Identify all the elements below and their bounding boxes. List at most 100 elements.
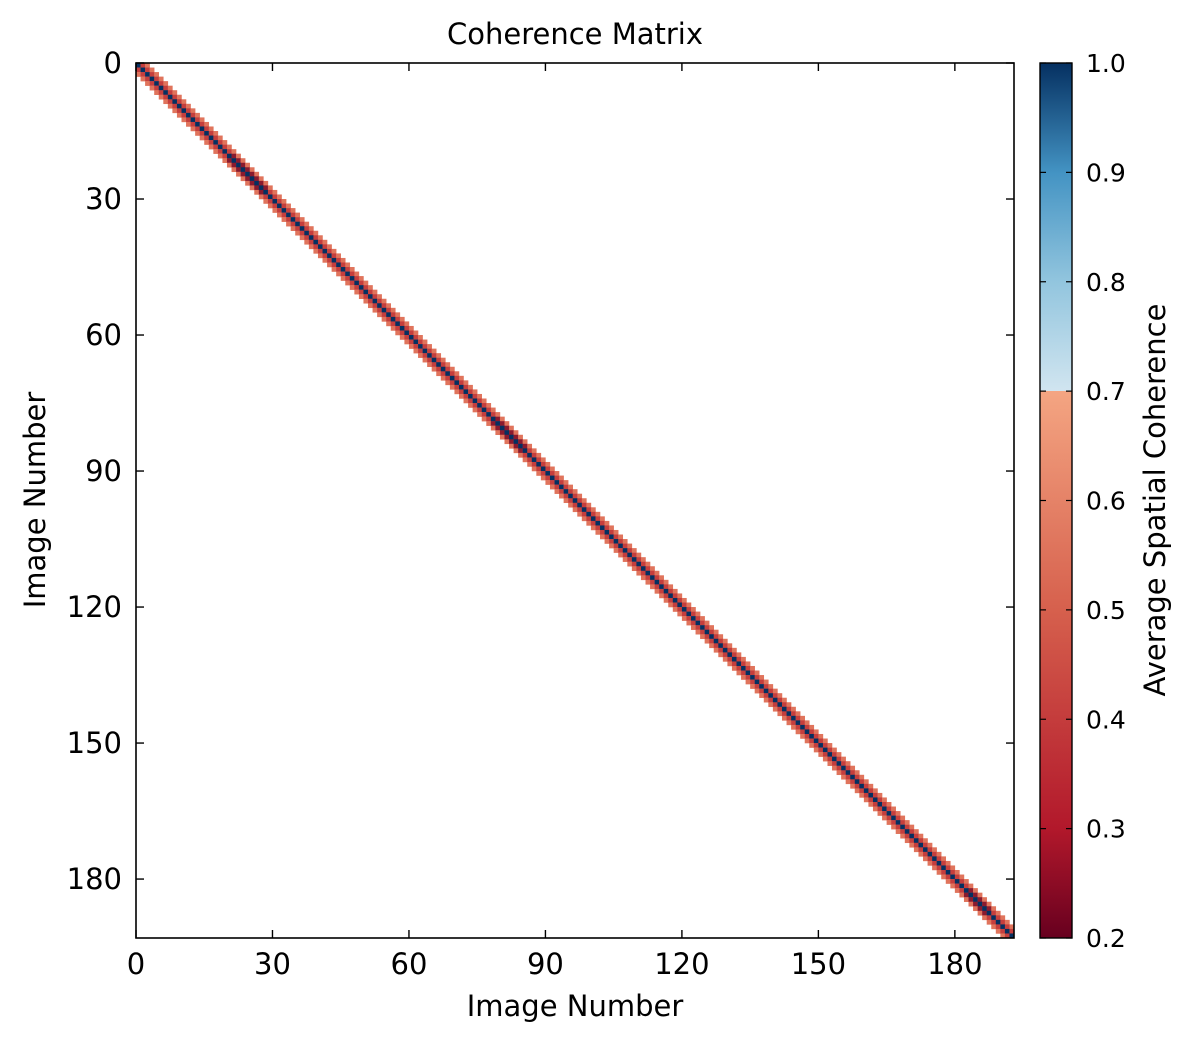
heatmap-cell xyxy=(358,280,364,286)
heatmap-cell xyxy=(363,280,369,286)
heatmap-cell xyxy=(895,815,901,821)
heatmap-cell xyxy=(536,461,542,467)
x-tick-label: 60 xyxy=(391,947,428,981)
heatmap-cell xyxy=(777,706,783,712)
heatmap-cell xyxy=(399,330,405,336)
heatmap-cell xyxy=(190,126,196,132)
heatmap-cell xyxy=(668,593,674,599)
heatmap-cell xyxy=(176,103,182,109)
heatmap-cell xyxy=(804,724,810,730)
heatmap-cell xyxy=(704,634,710,640)
heatmap-cell xyxy=(509,439,514,445)
heatmap-cell xyxy=(654,584,660,590)
heatmap-cell xyxy=(358,276,364,281)
heatmap-cell xyxy=(850,774,856,780)
heatmap-cell xyxy=(286,221,291,227)
heatmap-cell xyxy=(691,625,696,630)
heatmap-cell xyxy=(545,475,551,481)
y-axis-label: Image Number xyxy=(18,392,52,609)
heatmap-cell xyxy=(390,325,396,331)
heatmap-cell xyxy=(604,525,610,531)
heatmap-cell xyxy=(863,783,869,789)
heatmap-cell xyxy=(518,443,523,449)
heatmap-cell xyxy=(163,85,169,91)
heatmap-cell xyxy=(941,856,947,862)
heatmap-cell xyxy=(267,203,273,209)
heatmap-cell xyxy=(331,262,337,268)
heatmap-cell xyxy=(531,448,537,454)
heatmap-cell xyxy=(977,910,983,916)
heatmap-cell xyxy=(167,103,173,109)
heatmap-cell xyxy=(413,335,419,340)
heatmap-cell xyxy=(609,534,614,540)
heatmap-cell xyxy=(600,516,605,522)
heatmap-cell xyxy=(386,312,392,318)
heatmap-cell xyxy=(354,280,360,286)
heatmap-cell xyxy=(718,652,724,658)
heatmap-cell xyxy=(186,103,191,109)
heatmap-cell xyxy=(872,788,878,794)
heatmap-cell xyxy=(631,566,637,572)
heatmap-cell xyxy=(654,575,660,581)
heatmap-cell xyxy=(672,588,678,594)
heatmap-cell xyxy=(545,461,551,467)
heatmap-cell xyxy=(904,829,910,834)
heatmap-cell xyxy=(295,226,301,231)
heatmap-cell xyxy=(809,729,815,735)
heatmap-cell xyxy=(713,643,719,649)
heatmap-cell xyxy=(136,67,141,73)
heatmap-cell xyxy=(982,897,987,902)
heatmap-cell xyxy=(759,675,765,680)
heatmap-cell xyxy=(977,892,983,898)
heatmap-cell xyxy=(436,362,442,367)
heatmap-cell xyxy=(167,94,173,100)
heatmap-cell xyxy=(713,629,719,635)
heatmap-cell xyxy=(604,539,610,544)
heatmap-cell xyxy=(172,90,178,95)
heatmap-cell xyxy=(190,112,196,118)
heatmap-cell xyxy=(372,294,378,299)
heatmap-cell xyxy=(731,656,737,662)
heatmap-cell xyxy=(527,452,533,458)
heatmap-cell xyxy=(982,910,987,916)
heatmap-cell xyxy=(554,489,560,494)
heatmap-cell xyxy=(622,552,628,558)
heatmap-cell xyxy=(813,733,819,739)
heatmap-cell xyxy=(781,711,787,717)
heatmap-cell xyxy=(154,76,159,82)
heatmap-cell xyxy=(959,874,965,880)
y-tick-label: 90 xyxy=(85,454,122,488)
heatmap-cell xyxy=(286,208,291,213)
heatmap-cell xyxy=(754,684,760,689)
heatmap-cell xyxy=(463,389,469,395)
heatmap-cell xyxy=(272,208,278,213)
heatmap-cell xyxy=(841,761,846,766)
heatmap-cell xyxy=(222,153,228,159)
heatmap-cell xyxy=(863,779,869,785)
heatmap-cell xyxy=(923,838,928,844)
heatmap-cell xyxy=(609,525,614,531)
heatmap-cell xyxy=(290,208,296,213)
heatmap-cell xyxy=(877,806,883,812)
heatmap-cell xyxy=(531,457,537,463)
heatmap-cell xyxy=(186,121,191,127)
heatmap-cell xyxy=(1004,919,1010,925)
heatmap-cell xyxy=(154,85,159,91)
heatmap-cell xyxy=(445,371,451,377)
heatmap-cell xyxy=(804,738,810,744)
heatmap-cell xyxy=(149,67,155,73)
heatmap-cell xyxy=(659,579,664,585)
heatmap-cell xyxy=(836,756,842,762)
heatmap-cell xyxy=(190,117,196,123)
heatmap-cell xyxy=(468,403,473,408)
heatmap-cell xyxy=(627,552,633,558)
heatmap-cell xyxy=(422,344,428,349)
heatmap-cell xyxy=(986,919,992,925)
heatmap-cell xyxy=(372,307,378,313)
y-tick-label: 30 xyxy=(85,182,122,216)
heatmap-cell xyxy=(918,842,924,848)
heatmap-cell xyxy=(481,407,487,413)
heatmap-cell xyxy=(672,593,678,599)
heatmap-cell xyxy=(977,897,983,902)
heatmap-cell xyxy=(882,797,887,803)
